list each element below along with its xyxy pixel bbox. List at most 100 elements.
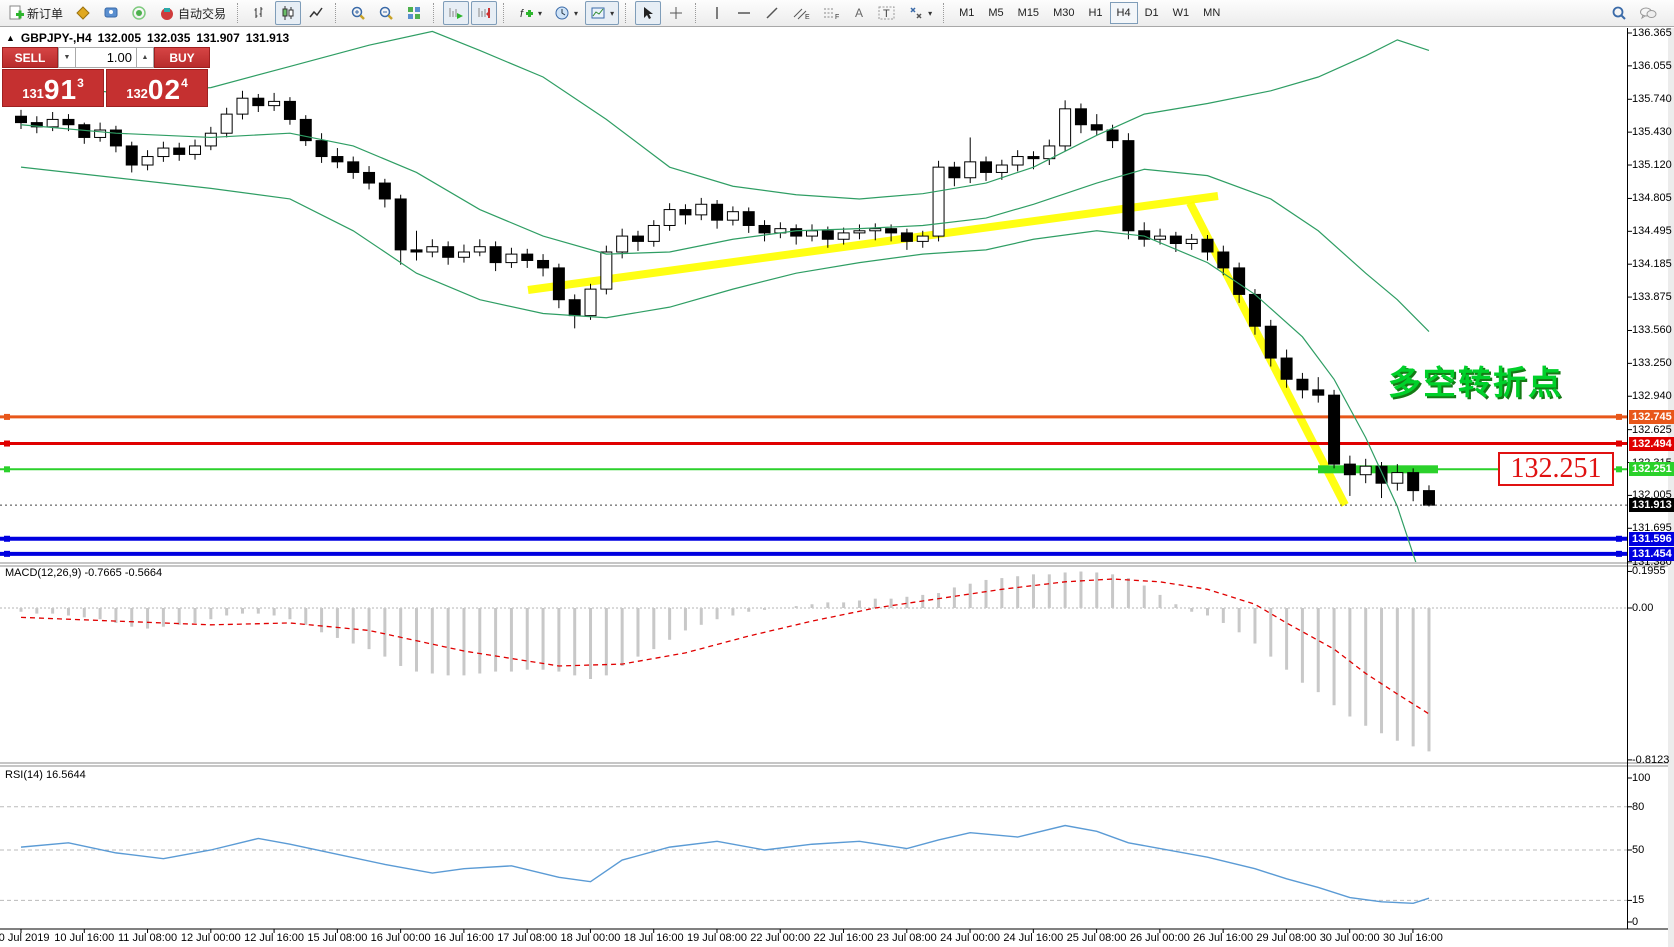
candle-body[interactable] (742, 211, 755, 226)
candle-body[interactable] (505, 253, 518, 264)
tab-timeframe-w1[interactable]: W1 (1172, 7, 1190, 19)
candle-body[interactable] (236, 97, 249, 115)
volume-up-button[interactable]: ▲ (136, 47, 154, 68)
trendline-button[interactable] (759, 1, 785, 25)
candle-body[interactable] (521, 253, 534, 261)
candle-body[interactable] (900, 232, 913, 242)
candle-body[interactable] (600, 251, 613, 290)
sell-price-display[interactable]: 131 91 3 (2, 69, 104, 107)
candle-body[interactable] (1407, 472, 1420, 492)
terminal-button[interactable] (98, 1, 124, 25)
candle-body[interactable] (1296, 378, 1309, 391)
candle-body[interactable] (94, 129, 107, 138)
candle-body[interactable] (394, 198, 407, 251)
candle-body[interactable] (426, 246, 439, 253)
candle-body[interactable] (268, 100, 281, 107)
volume-down-button[interactable]: ▼ (58, 47, 76, 68)
templates-button[interactable]: ▾ (585, 1, 620, 25)
horizontal-line-button[interactable] (731, 1, 757, 25)
candle-body[interactable] (1185, 238, 1198, 245)
candle-body[interactable] (283, 100, 296, 120)
tab-timeframe-h1[interactable]: H1 (1088, 7, 1103, 19)
candle-body[interactable] (1328, 394, 1341, 465)
candle-body[interactable] (1122, 140, 1135, 232)
buy-price-display[interactable]: 132 02 4 (106, 69, 208, 107)
search-button[interactable] (1606, 1, 1632, 25)
chart-canvas[interactable] (0, 28, 1674, 947)
candle-body[interactable] (157, 147, 170, 158)
candle-body[interactable] (347, 161, 360, 173)
candle-body[interactable] (679, 209, 692, 216)
indicators-button[interactable]: f ▾ (513, 1, 547, 25)
buy-button[interactable]: BUY (154, 47, 210, 68)
sell-button[interactable]: SELL (2, 47, 58, 68)
volume-input[interactable]: 1.00 (76, 47, 136, 68)
candle-body[interactable] (62, 118, 75, 126)
candle-body[interactable] (315, 140, 328, 158)
candle-body[interactable] (1154, 235, 1167, 240)
fibonacci-button[interactable]: F (817, 1, 845, 25)
line-chart-button[interactable] (303, 1, 329, 25)
candlestick-chart-button[interactable] (275, 1, 302, 25)
candle-body[interactable] (1343, 463, 1356, 476)
candle-body[interactable] (473, 246, 486, 253)
candle-body[interactable] (1027, 156, 1040, 160)
candle-body[interactable] (46, 118, 59, 128)
candle-body[interactable] (711, 203, 724, 221)
channel-button[interactable]: E (787, 1, 815, 25)
candle-body[interactable] (1106, 129, 1119, 142)
candle-body[interactable] (806, 230, 818, 237)
candle-body[interactable] (378, 182, 391, 200)
candle-body[interactable] (790, 228, 803, 237)
auto-scroll-button[interactable] (443, 1, 470, 25)
candle-body[interactable] (616, 235, 629, 253)
price-annotation-box[interactable]: 132.251 (1498, 452, 1614, 486)
candle-body[interactable] (1264, 325, 1277, 359)
panel-collapse-icon[interactable]: ▲ (6, 33, 15, 43)
chat-button[interactable] (1634, 1, 1662, 25)
candle-body[interactable] (758, 224, 771, 234)
candle-body[interactable] (1074, 108, 1087, 126)
text-button[interactable]: A (847, 1, 871, 25)
turning-point-annotation[interactable]: 多空转折点 (1388, 364, 1563, 401)
candle-body[interactable] (568, 299, 581, 317)
candle-body[interactable] (1375, 465, 1388, 484)
trendline[interactable] (527, 192, 1219, 294)
candle-body[interactable] (331, 156, 344, 163)
bar-chart-button[interactable] (247, 1, 273, 25)
candle-body[interactable] (189, 145, 202, 155)
candle-body[interactable] (489, 246, 502, 264)
cursor-button[interactable] (635, 1, 662, 25)
candle-body[interactable] (15, 115, 27, 124)
candle-body[interactable] (663, 209, 676, 226)
candle-body[interactable] (1233, 267, 1246, 295)
candle-body[interactable] (363, 171, 376, 184)
chart-area[interactable]: ▲ GBPJPY-,H4 132.005 132.035 131.907 131… (0, 27, 1674, 947)
candle-body[interactable] (1280, 357, 1293, 380)
new-order-button[interactable]: 新订单 (3, 1, 68, 25)
candle-body[interactable] (1359, 465, 1372, 476)
zoom-in-button[interactable] (345, 1, 371, 25)
candle-body[interactable] (995, 164, 1008, 173)
candle-body[interactable] (457, 251, 470, 258)
candle-body[interactable] (410, 249, 423, 253)
candle-body[interactable] (837, 232, 850, 240)
candle-body[interactable] (853, 230, 866, 234)
candle-body[interactable] (220, 113, 233, 134)
auto-trading-button[interactable]: 自动交易 (154, 1, 231, 25)
candle-body[interactable] (1059, 108, 1072, 147)
tab-timeframe-m30[interactable]: M30 (1053, 7, 1075, 19)
vertical-line-button[interactable] (705, 1, 729, 25)
candle-body[interactable] (1248, 293, 1261, 327)
candle-body[interactable] (821, 230, 834, 240)
candle-body[interactable] (1391, 472, 1404, 484)
candle-body[interactable] (869, 228, 882, 232)
chart-shift-button[interactable] (471, 1, 498, 25)
bollinger-upper[interactable] (20, 30, 1430, 200)
bollinger-lower[interactable] (20, 166, 1429, 602)
candle-body[interactable] (964, 161, 977, 179)
candle-body[interactable] (252, 97, 265, 107)
candle-body[interactable] (885, 228, 898, 234)
candle-body[interactable] (299, 118, 312, 142)
candle-body[interactable] (1217, 251, 1230, 269)
